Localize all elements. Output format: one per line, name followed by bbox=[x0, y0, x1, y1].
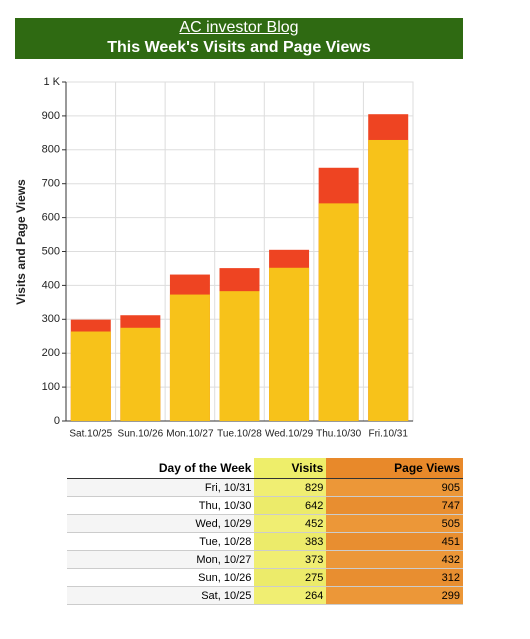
x-tick-label: Thu.10/30 bbox=[316, 429, 361, 440]
blog-title[interactable]: AC investor Blog bbox=[179, 19, 299, 36]
bar bbox=[368, 139, 409, 421]
table-row: Wed, 10/29 452 505 bbox=[67, 514, 463, 533]
table-cell: 383 bbox=[254, 532, 327, 551]
table-row: Tue, 10/28 383 451 bbox=[67, 532, 463, 551]
x-tick-label: Sat.10/25 bbox=[69, 429, 112, 440]
table-cell: Sat, 10/25 bbox=[67, 586, 255, 605]
table-header: Day of the Week Visits Page Views bbox=[67, 458, 463, 479]
header: AC investor Blog This Week's Visits and … bbox=[15, 18, 463, 59]
table-cell: 275 bbox=[254, 568, 327, 587]
y-tick-label: 800 bbox=[42, 144, 60, 156]
table-cell: Sun, 10/26 bbox=[67, 568, 255, 587]
column-header: Day of the Week bbox=[67, 458, 255, 479]
table-cell: 264 bbox=[254, 586, 327, 605]
y-tick-label: 600 bbox=[42, 212, 60, 224]
bar bbox=[318, 203, 359, 421]
column-header: Visits bbox=[254, 458, 327, 479]
y-tick-label: 700 bbox=[42, 178, 60, 190]
x-tick-label: Tue.10/28 bbox=[217, 429, 262, 440]
table-cell: 829 bbox=[254, 478, 327, 497]
data-table: Day of the Week Visits Page Views Fri, 10/… bbox=[67, 458, 463, 605]
table-cell: 299 bbox=[326, 586, 463, 605]
y-axis-label: Visits and Page Views bbox=[14, 179, 28, 305]
x-tick-label: Fri.10/31 bbox=[368, 429, 408, 440]
table-cell: 905 bbox=[326, 478, 463, 497]
table-row: Thu, 10/30 642 747 bbox=[67, 496, 463, 515]
table-cell: 452 bbox=[254, 514, 327, 533]
y-tick-label: 400 bbox=[42, 279, 60, 291]
table-cell: 432 bbox=[326, 550, 463, 569]
table-cell: 747 bbox=[326, 496, 463, 515]
table-cell: Fri, 10/31 bbox=[67, 478, 255, 497]
table-cell: Wed, 10/29 bbox=[67, 514, 255, 533]
bar bbox=[120, 327, 161, 421]
bar bbox=[219, 291, 260, 421]
bar bbox=[269, 267, 310, 421]
chart-title: This Week's Visits and Page Views bbox=[107, 39, 371, 56]
chart: Visits and Page Views 0 100 200 300 400 500 60… bbox=[14, 76, 414, 440]
table-cell: Mon, 10/27 bbox=[67, 550, 255, 569]
table-row: Sun, 10/26 275 312 bbox=[67, 568, 463, 587]
bar bbox=[169, 294, 210, 421]
x-tick-label: Wed.10/29 bbox=[265, 429, 314, 440]
table-cell: Thu, 10/30 bbox=[67, 496, 255, 515]
table-cell: 373 bbox=[254, 550, 327, 569]
table-row: Sat, 10/25 264 299 bbox=[67, 586, 463, 605]
y-tick-label: 0 bbox=[54, 415, 60, 427]
y-tick-label: 100 bbox=[42, 381, 60, 393]
table-cell: 312 bbox=[326, 568, 463, 587]
y-tick-label: 300 bbox=[42, 313, 60, 325]
column-header: Page Views bbox=[326, 458, 463, 479]
table-row: Fri, 10/31 829 905 bbox=[67, 478, 463, 497]
x-tick-label: Mon.10/27 bbox=[166, 429, 214, 440]
y-tick-label: 1 K bbox=[43, 76, 60, 88]
table-row: Mon, 10/27 373 432 bbox=[67, 550, 463, 569]
table-cell: 642 bbox=[254, 496, 327, 515]
y-tick-label: 200 bbox=[42, 347, 60, 359]
y-tick-label: 900 bbox=[42, 110, 60, 122]
table-cell: Tue, 10/28 bbox=[67, 532, 255, 551]
table-cell: 505 bbox=[326, 514, 463, 533]
y-tick-label: 500 bbox=[42, 245, 60, 257]
x-tick-label: Sun.10/26 bbox=[118, 429, 164, 440]
bar bbox=[70, 331, 111, 421]
table-cell: 451 bbox=[326, 532, 463, 551]
